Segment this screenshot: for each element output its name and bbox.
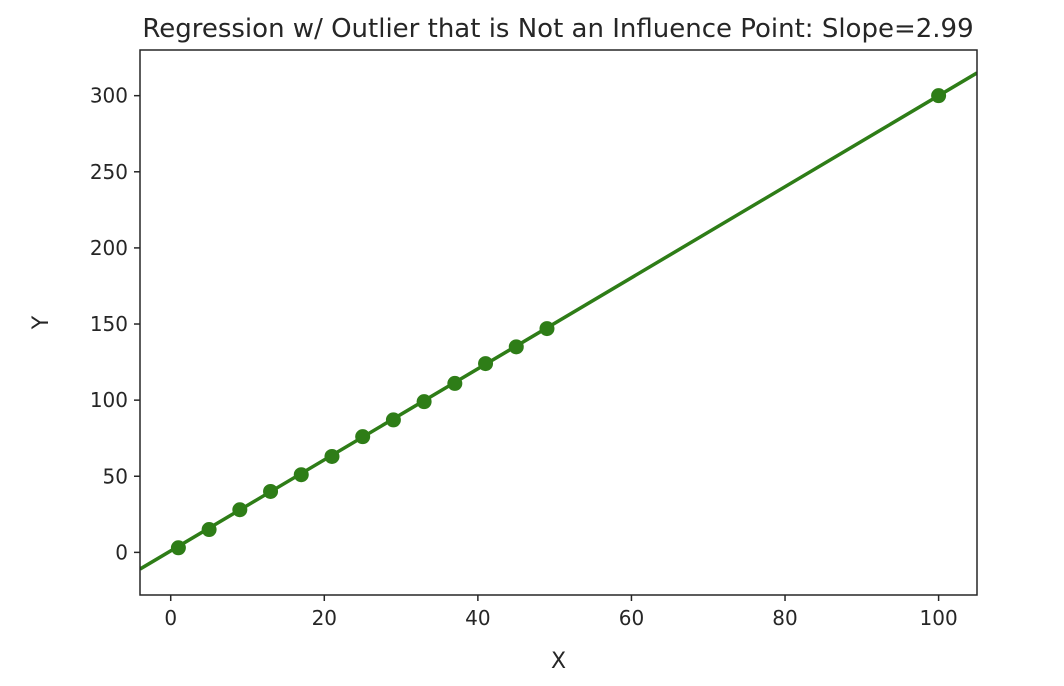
x-axis: 0 20 40 60 80 100: [164, 595, 958, 630]
data-point: [263, 483, 279, 499]
y-tick-label: 250: [90, 160, 128, 184]
data-point: [201, 522, 217, 538]
data-point: [385, 412, 401, 428]
data-point: [293, 467, 309, 483]
data-point: [170, 540, 186, 556]
y-tick-label: 50: [103, 464, 128, 488]
data-point: [324, 448, 340, 464]
y-tick-label: 200: [90, 236, 128, 260]
y-tick-label: 100: [90, 388, 128, 412]
y-axis: 0 50 100 150 200 250 300: [90, 84, 140, 564]
data-point: [931, 88, 947, 104]
data-point: [447, 375, 463, 391]
x-tick-label: 60: [619, 606, 644, 630]
x-tick-label: 100: [920, 606, 958, 630]
data-point: [539, 321, 555, 337]
x-axis-label: X: [551, 649, 566, 674]
y-tick-label: 150: [90, 312, 128, 336]
data-point: [232, 502, 248, 518]
x-tick-label: 0: [164, 606, 177, 630]
regression-line: [140, 71, 977, 571]
y-axis-label: Y: [29, 315, 54, 330]
plot-area: [140, 71, 977, 571]
data-point: [355, 429, 371, 445]
y-tick-label: 0: [115, 540, 128, 564]
data-point: [416, 394, 432, 410]
chart-title: Regression w/ Outlier that is Not an Inf…: [142, 14, 973, 44]
x-tick-label: 40: [465, 606, 490, 630]
data-point: [478, 356, 494, 372]
x-tick-label: 80: [772, 606, 797, 630]
plot-frame: [139, 49, 978, 596]
y-tick-label: 300: [90, 84, 128, 108]
data-point: [508, 339, 524, 355]
x-tick-label: 20: [312, 606, 337, 630]
